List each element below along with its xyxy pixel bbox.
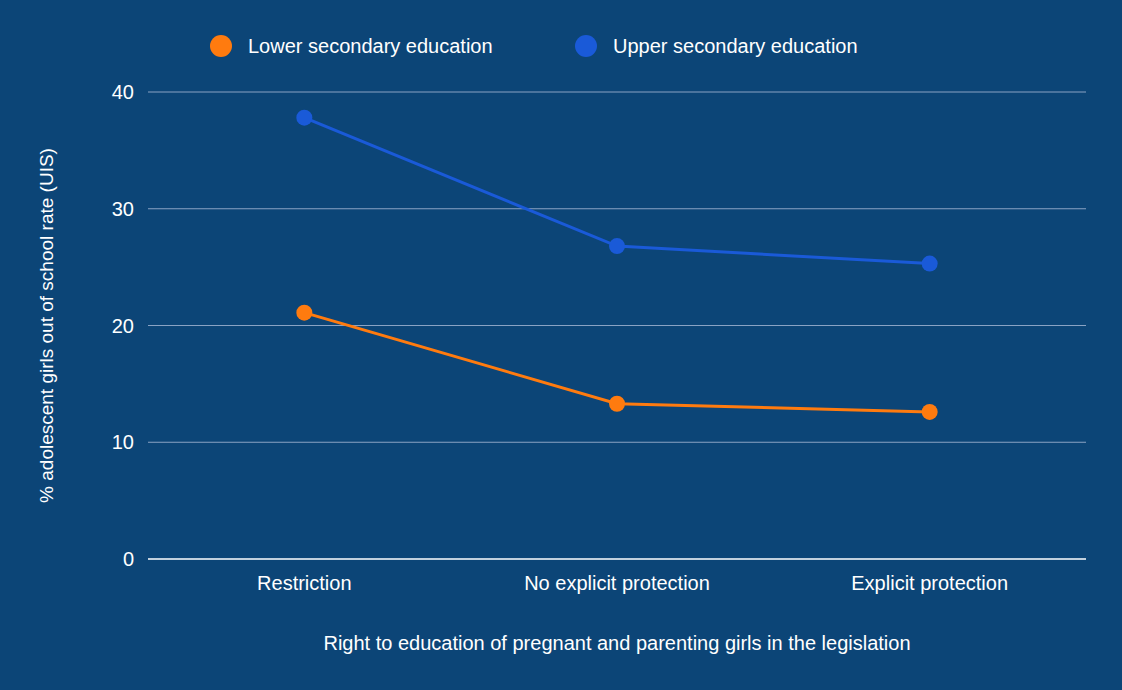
y-tick-label: 10 bbox=[112, 431, 134, 453]
background bbox=[0, 0, 1122, 690]
x-tick-label: Explicit protection bbox=[851, 572, 1008, 594]
legend-label: Upper secondary education bbox=[613, 35, 858, 57]
series-point bbox=[296, 110, 312, 126]
grid-line bbox=[148, 325, 1086, 326]
legend-swatch bbox=[575, 35, 597, 57]
series-point bbox=[922, 404, 938, 420]
grid-line bbox=[148, 92, 1086, 93]
y-tick-label: 40 bbox=[112, 81, 134, 103]
series-point bbox=[922, 256, 938, 272]
x-tick-label: No explicit protection bbox=[524, 572, 710, 594]
series-point bbox=[609, 396, 625, 412]
series-point bbox=[296, 305, 312, 321]
series-point bbox=[609, 238, 625, 254]
x-tick-label: Restriction bbox=[257, 572, 351, 594]
grid-line bbox=[148, 442, 1086, 443]
grid-line bbox=[148, 208, 1086, 209]
grid-line bbox=[148, 558, 1086, 560]
y-axis-title: % adolescent girls out of school rate (U… bbox=[36, 148, 57, 503]
y-tick-label: 20 bbox=[112, 315, 134, 337]
y-tick-label: 0 bbox=[123, 548, 134, 570]
x-axis-title: Right to education of pregnant and paren… bbox=[323, 632, 910, 654]
series-line bbox=[304, 118, 929, 264]
chart-container: 0 10 20 30 40 Restriction No explicit protecti… bbox=[0, 0, 1122, 690]
legend-label: Lower secondary education bbox=[248, 35, 493, 57]
legend-swatch bbox=[210, 35, 232, 57]
series-line bbox=[304, 313, 929, 412]
plot-area bbox=[296, 110, 937, 420]
chart-svg: 0 10 20 30 40 Restriction No explicit protecti… bbox=[0, 0, 1122, 690]
y-tick-label: 30 bbox=[112, 198, 134, 220]
